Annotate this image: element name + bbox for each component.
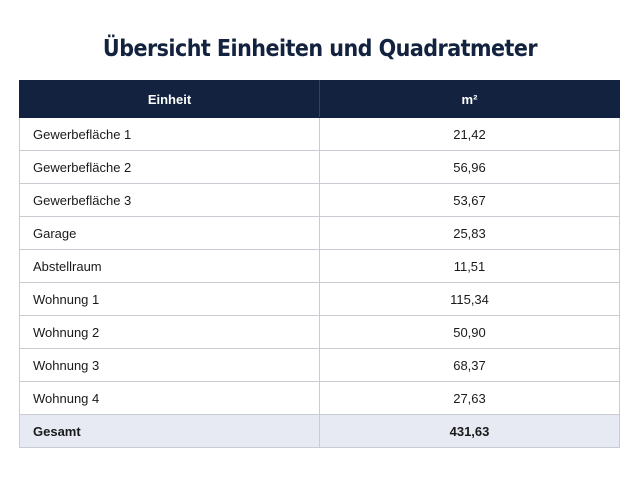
unit-cell: Gewerbefläche 2 — [19, 150, 320, 184]
table-header-row: Einheit m² — [19, 80, 620, 118]
area-cell: 21,42 — [319, 117, 620, 151]
table-row: Garage 25,83 — [19, 216, 620, 250]
unit-cell: Gewerbefläche 3 — [19, 183, 320, 217]
table-row: Wohnung 4 27,63 — [19, 381, 620, 415]
unit-cell: Wohnung 1 — [19, 282, 320, 316]
table-row: Abstellraum 11,51 — [19, 249, 620, 283]
area-cell: 27,63 — [319, 381, 620, 415]
unit-cell: Garage — [19, 216, 320, 250]
table-row: Wohnung 1 115,34 — [19, 282, 620, 316]
area-cell: 53,67 — [319, 183, 620, 217]
page-title: Übersicht Einheiten und Quadratmeter — [102, 36, 538, 62]
area-cell: 50,90 — [319, 315, 620, 349]
total-value: 431,63 — [319, 414, 620, 448]
table-row: Gewerbefläche 2 56,96 — [19, 150, 620, 184]
column-header-area: m² — [319, 80, 620, 118]
area-cell: 25,83 — [319, 216, 620, 250]
unit-cell: Abstellraum — [19, 249, 320, 283]
unit-cell: Wohnung 2 — [19, 315, 320, 349]
total-label: Gesamt — [19, 414, 320, 448]
area-cell: 56,96 — [319, 150, 620, 184]
area-cell: 115,34 — [319, 282, 620, 316]
area-cell: 11,51 — [319, 249, 620, 283]
area-cell: 68,37 — [319, 348, 620, 382]
table-row: Gewerbefläche 1 21,42 — [19, 117, 620, 151]
table-row: Wohnung 3 68,37 — [19, 348, 620, 382]
unit-cell: Gewerbefläche 1 — [19, 117, 320, 151]
table-row: Gewerbefläche 3 53,67 — [19, 183, 620, 217]
column-header-unit: Einheit — [19, 80, 320, 118]
unit-cell: Wohnung 3 — [19, 348, 320, 382]
total-row: Gesamt 431,63 — [19, 414, 620, 448]
units-table: Einheit m² Gewerbefläche 1 21,42 Gewerbe… — [19, 80, 620, 448]
unit-cell: Wohnung 4 — [19, 381, 320, 415]
table-row: Wohnung 2 50,90 — [19, 315, 620, 349]
